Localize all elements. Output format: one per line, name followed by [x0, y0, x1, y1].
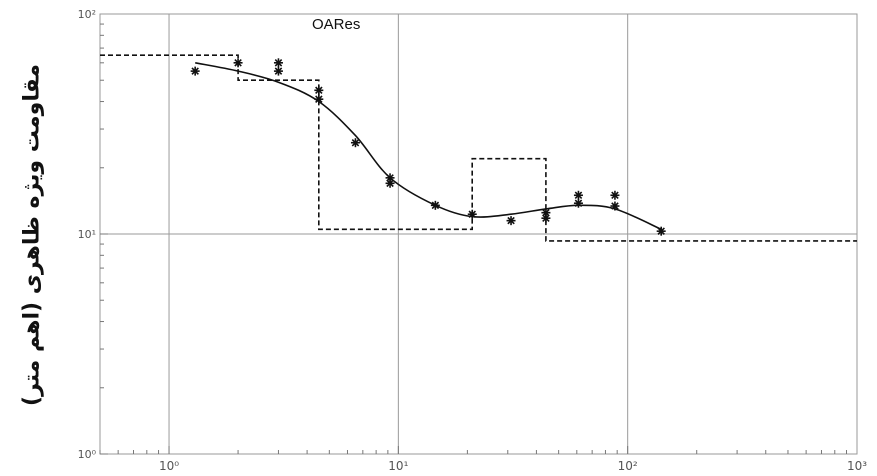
data-point [273, 58, 283, 68]
series-group [100, 54, 857, 242]
data-point-stroke [191, 67, 199, 75]
data-point-stroke [386, 179, 394, 188]
x-tick-label: 10² [618, 459, 638, 473]
data-point [573, 198, 583, 208]
y-axis-label-wrap: مقاومت ویژه ظاهری (اهم متر) [8, 40, 56, 430]
data-point [190, 66, 200, 76]
y-tick-label: 10¹ [78, 228, 96, 241]
fit-curve-line [195, 62, 662, 231]
data-point-stroke [274, 59, 283, 67]
data-point-stroke [274, 67, 283, 75]
data-point-stroke [351, 138, 360, 147]
data-point [273, 66, 283, 76]
data-point-stroke [507, 216, 515, 225]
data-point-stroke [315, 86, 323, 95]
layer-model-line [100, 54, 857, 242]
data-point [350, 138, 360, 148]
y-axis-label: مقاومت ویژه ظاهری (اهم متر) [19, 63, 45, 407]
x-tick-label: 10⁰ [159, 459, 179, 473]
x-tick-label: 10³ [847, 459, 867, 473]
data-point-stroke [574, 191, 583, 200]
chart-title: OARes [312, 16, 361, 33]
data-point-stroke [542, 214, 550, 222]
data-point [573, 190, 583, 200]
data-point-stroke [611, 191, 619, 200]
data-point [610, 190, 620, 200]
tick-labels: 10⁰ 10¹ 10² 10³ 10⁰ 10¹ 10² [78, 8, 868, 473]
data-point-stroke [657, 227, 665, 235]
data-point-stroke [315, 95, 323, 103]
x-tick-label: 10¹ [388, 459, 408, 473]
y-tick-label: 10² [78, 8, 96, 21]
y-tick-label: 10⁰ [78, 448, 97, 461]
data-point [385, 178, 395, 188]
grid [99, 14, 857, 455]
data-point [506, 216, 516, 226]
